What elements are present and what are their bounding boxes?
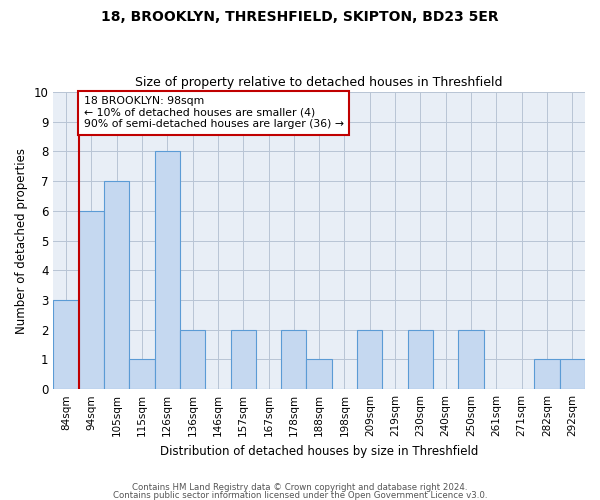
Bar bbox=[155, 152, 180, 389]
Bar bbox=[104, 181, 129, 389]
Bar bbox=[180, 330, 205, 389]
Bar bbox=[408, 330, 433, 389]
Bar bbox=[53, 300, 79, 389]
Bar bbox=[129, 360, 155, 389]
Bar bbox=[79, 211, 104, 389]
Title: Size of property relative to detached houses in Threshfield: Size of property relative to detached ho… bbox=[136, 76, 503, 90]
Bar bbox=[535, 360, 560, 389]
X-axis label: Distribution of detached houses by size in Threshfield: Distribution of detached houses by size … bbox=[160, 444, 478, 458]
Bar bbox=[560, 360, 585, 389]
Y-axis label: Number of detached properties: Number of detached properties bbox=[15, 148, 28, 334]
Bar bbox=[281, 330, 307, 389]
Text: Contains public sector information licensed under the Open Government Licence v3: Contains public sector information licen… bbox=[113, 490, 487, 500]
Text: 18, BROOKLYN, THRESHFIELD, SKIPTON, BD23 5ER: 18, BROOKLYN, THRESHFIELD, SKIPTON, BD23… bbox=[101, 10, 499, 24]
Bar bbox=[230, 330, 256, 389]
Text: Contains HM Land Registry data © Crown copyright and database right 2024.: Contains HM Land Registry data © Crown c… bbox=[132, 484, 468, 492]
Bar bbox=[357, 330, 382, 389]
Text: 18 BROOKLYN: 98sqm
← 10% of detached houses are smaller (4)
90% of semi-detached: 18 BROOKLYN: 98sqm ← 10% of detached hou… bbox=[83, 96, 344, 130]
Bar bbox=[307, 360, 332, 389]
Bar bbox=[458, 330, 484, 389]
